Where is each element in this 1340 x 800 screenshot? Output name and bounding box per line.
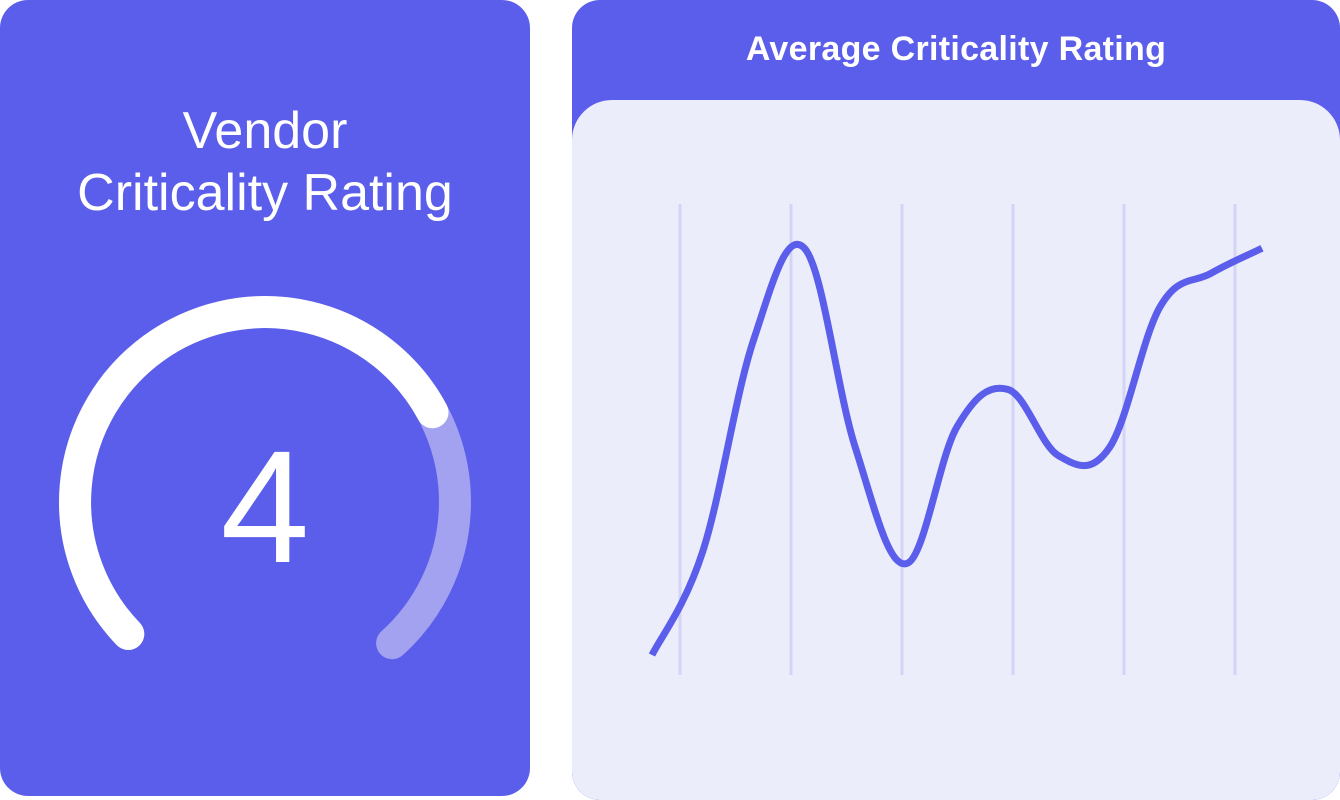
average-criticality-title: Average Criticality Rating	[745, 30, 1167, 68]
gauge-rating-value: 4	[221, 417, 310, 596]
vendor-criticality-title: Vendor Criticality Rating	[0, 100, 530, 224]
average-criticality-card: Average Criticality Rating	[572, 0, 1340, 800]
vendor-criticality-card: Vendor Criticality Rating 4	[0, 0, 530, 796]
criticality-gauge: 4	[58, 296, 471, 660]
chart-panel	[572, 100, 1340, 800]
trend-series-line	[648, 241, 1264, 657]
trend-line-chart	[648, 204, 1264, 675]
vendor-title-line2: Criticality Rating	[77, 164, 453, 222]
gauge-fill	[59, 296, 449, 650]
vendor-title-line1: Vendor	[182, 102, 348, 160]
